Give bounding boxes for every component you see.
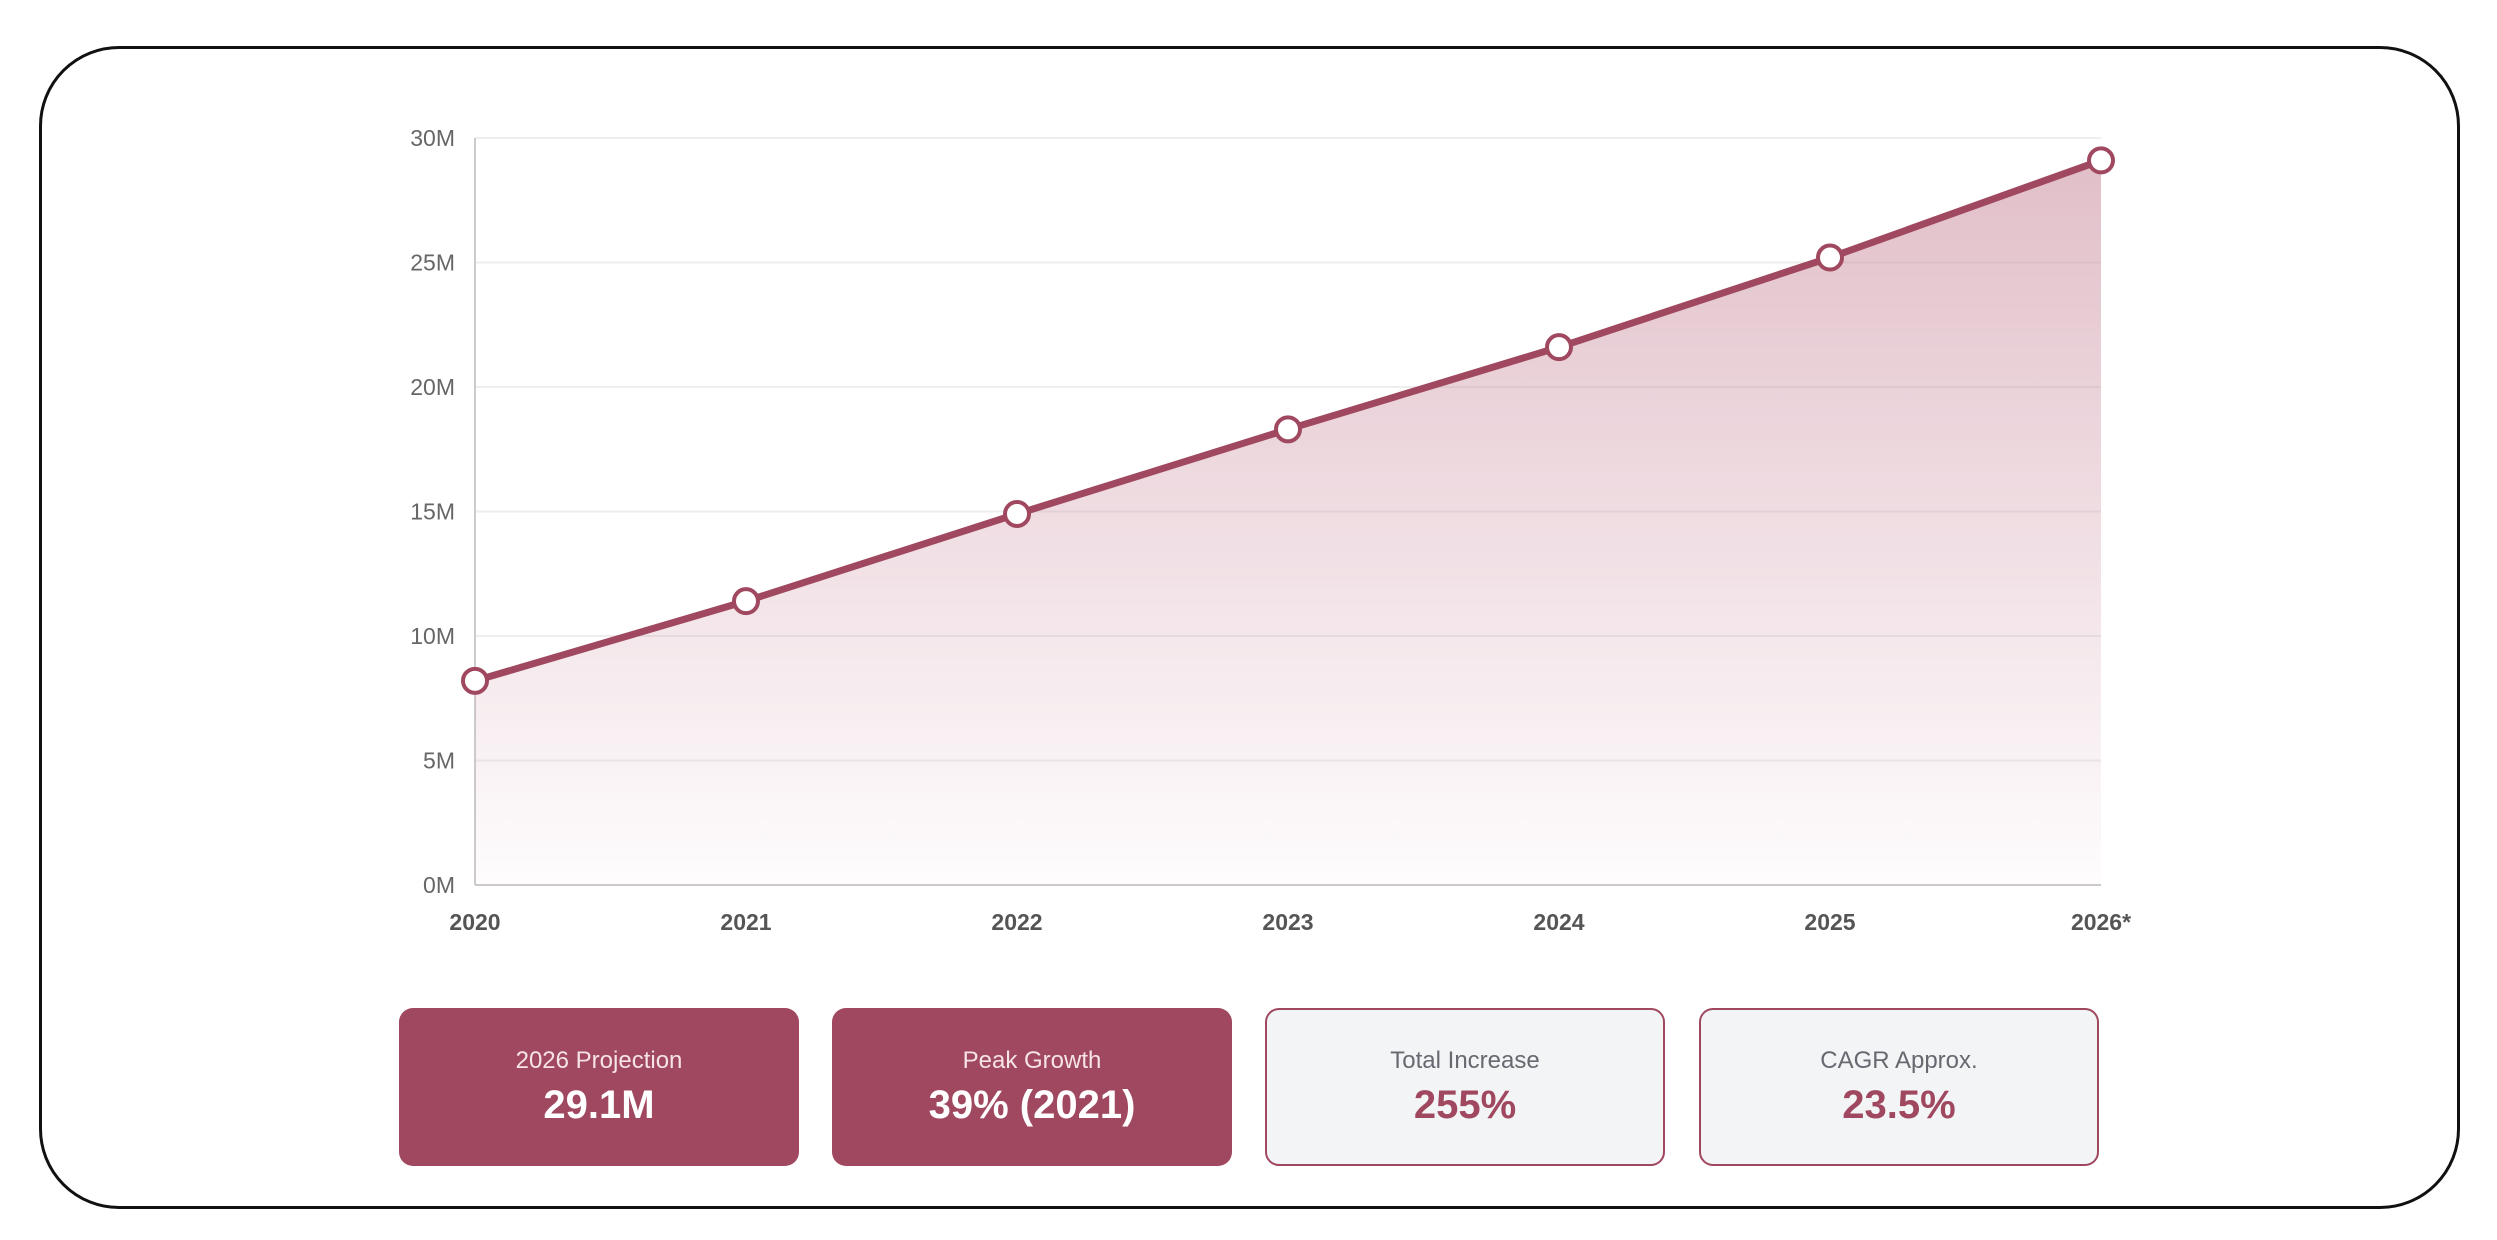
stat-card-total-increase: Total Increase 255% bbox=[1265, 1008, 1665, 1166]
stat-card-label: Total Increase bbox=[1390, 1046, 1540, 1074]
stat-card-label: CAGR Approx. bbox=[1820, 1046, 1978, 1074]
stat-card-value: 255% bbox=[1413, 1082, 1517, 1127]
stat-card-cagr: CAGR Approx. 23.5% bbox=[1699, 1008, 2099, 1166]
y-tick-label: 5M bbox=[423, 748, 455, 774]
x-tick-label: 2022 bbox=[991, 909, 1042, 935]
data-point bbox=[1545, 333, 1573, 362]
area-fill bbox=[475, 160, 2101, 885]
stat-card-value: 29.1M bbox=[543, 1082, 655, 1127]
x-tick-label: 2021 bbox=[720, 909, 771, 935]
stat-card-value: 39% (2021) bbox=[928, 1082, 1136, 1127]
growth-chart: 0M 5M 10M 15M 20M 25M 30M 2020 2021 2022 2023 2024 2… bbox=[410, 125, 2131, 935]
data-point bbox=[1816, 243, 1844, 272]
stat-card-label: 2026 Projection bbox=[515, 1046, 683, 1074]
x-tick-label: 2020 bbox=[449, 909, 500, 935]
data-point bbox=[1274, 415, 1302, 444]
y-tick-label: 30M bbox=[410, 125, 455, 151]
y-tick-label: 20M bbox=[410, 374, 455, 400]
stat-card-projection: 2026 Projection 29.1M bbox=[399, 1008, 799, 1166]
stat-cards: 2026 Projection 29.1M Peak Growth 39% (2… bbox=[399, 1008, 2099, 1168]
y-tick-label: 0M bbox=[423, 872, 455, 898]
stat-card-value: 23.5% bbox=[1842, 1082, 1956, 1127]
y-tick-label: 10M bbox=[410, 623, 455, 649]
stat-card-label: Peak Growth bbox=[962, 1046, 1102, 1074]
data-point bbox=[2087, 146, 2115, 175]
data-point bbox=[732, 587, 760, 616]
stat-card-peak-growth: Peak Growth 39% (2021) bbox=[832, 1008, 1232, 1166]
y-tick-label: 25M bbox=[410, 250, 455, 276]
x-tick-label: 2025 bbox=[1804, 909, 1855, 935]
x-tick-label: 2026* bbox=[2071, 909, 2131, 935]
data-point bbox=[461, 666, 489, 695]
data-point bbox=[1003, 499, 1031, 528]
x-tick-label: 2024 bbox=[1533, 909, 1584, 935]
x-tick-label: 2023 bbox=[1262, 909, 1313, 935]
y-tick-label: 15M bbox=[410, 499, 455, 525]
